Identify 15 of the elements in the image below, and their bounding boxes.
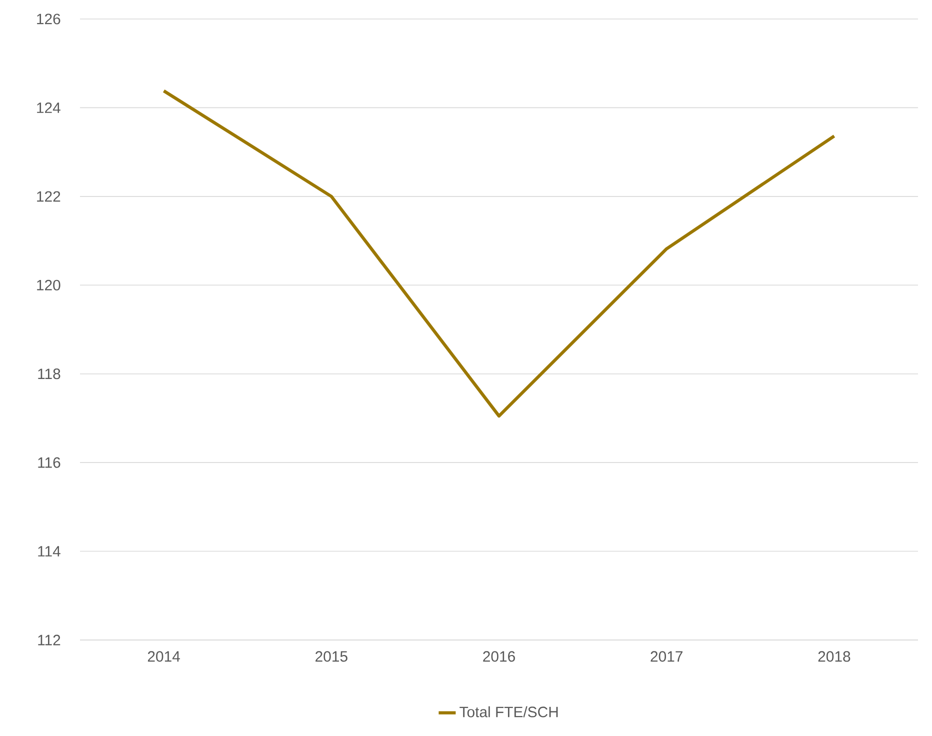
- y-tick-label: 120: [37, 280, 60, 290]
- y-tick-label: 116: [38, 457, 60, 468]
- line-series: [162, 89, 836, 418]
- x-tick-label: 2016: [483, 651, 515, 662]
- y-tick-label: 122: [37, 191, 60, 202]
- x-tick-label: 2014: [148, 651, 180, 662]
- y-tick-label: 112: [38, 634, 60, 646]
- x-tick-label: 2018: [818, 651, 850, 662]
- x-tick-label: 2017: [650, 651, 682, 662]
- y-tick-label: 126: [37, 14, 60, 24]
- x-tick-label: 2015: [316, 651, 348, 662]
- y-tick-label: 124: [37, 102, 60, 113]
- y-tick-label: 114: [38, 546, 60, 556]
- legend-label: Total FTE/SCH: [460, 706, 558, 718]
- y-tick-label: 118: [38, 368, 60, 380]
